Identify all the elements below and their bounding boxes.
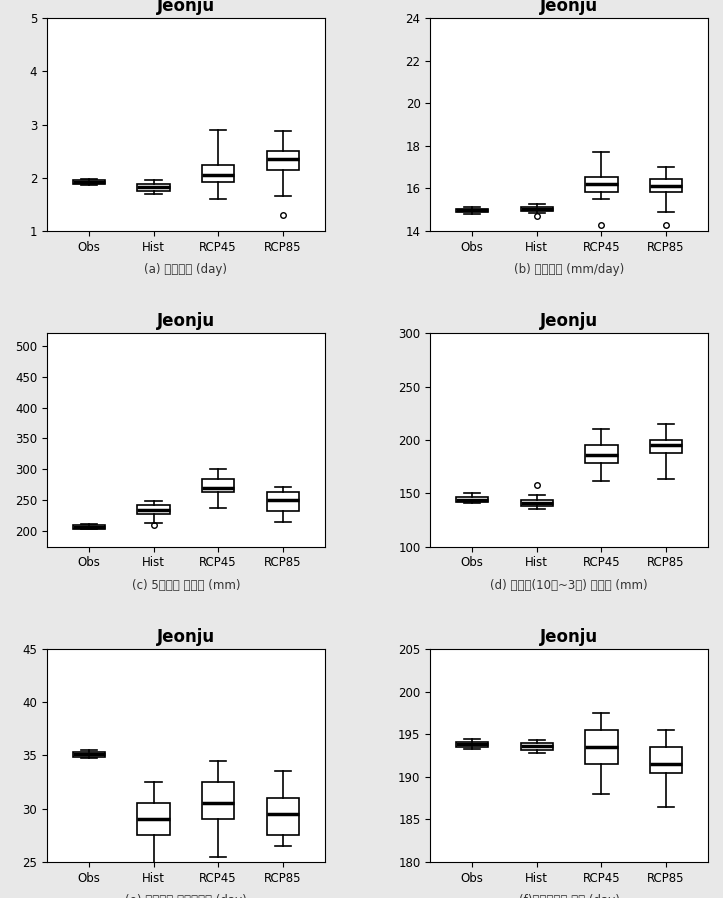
PathPatch shape [267,492,299,511]
PathPatch shape [202,164,234,181]
PathPatch shape [73,525,105,529]
Text: (d) 갈수기(10월~3월) 강수량 (mm): (d) 갈수기(10월~3월) 강수량 (mm) [490,578,648,592]
PathPatch shape [650,747,683,772]
PathPatch shape [73,180,105,184]
Title: Jeonju: Jeonju [540,313,598,330]
PathPatch shape [137,804,170,835]
PathPatch shape [586,730,617,764]
PathPatch shape [586,177,617,191]
Text: (b) 강수강도 (mm/day): (b) 강수강도 (mm/day) [514,263,624,276]
PathPatch shape [202,782,234,820]
PathPatch shape [650,179,683,191]
PathPatch shape [456,497,489,502]
Title: Jeonju: Jeonju [540,628,598,646]
PathPatch shape [521,743,553,750]
PathPatch shape [521,499,553,506]
Text: (a) 호우일수 (day): (a) 호우일수 (day) [145,263,227,276]
PathPatch shape [521,207,553,211]
PathPatch shape [137,506,170,514]
PathPatch shape [586,445,617,463]
Text: (e) 최대연속 무강우일수 (day): (e) 최대연속 무강우일수 (day) [125,894,247,898]
PathPatch shape [73,753,105,756]
Text: (c) 5일최대 강수량 (mm): (c) 5일최대 강수량 (mm) [132,578,240,592]
PathPatch shape [137,184,170,190]
PathPatch shape [456,208,489,212]
PathPatch shape [202,479,234,492]
PathPatch shape [267,798,299,835]
Title: Jeonju: Jeonju [157,0,215,15]
Text: (f)연엁강수량 중심 (day): (f)연엁강수량 중심 (day) [518,894,620,898]
Title: Jeonju: Jeonju [540,0,598,15]
PathPatch shape [456,742,489,747]
PathPatch shape [267,151,299,170]
Title: Jeonju: Jeonju [157,313,215,330]
PathPatch shape [650,440,683,453]
Title: Jeonju: Jeonju [157,628,215,646]
